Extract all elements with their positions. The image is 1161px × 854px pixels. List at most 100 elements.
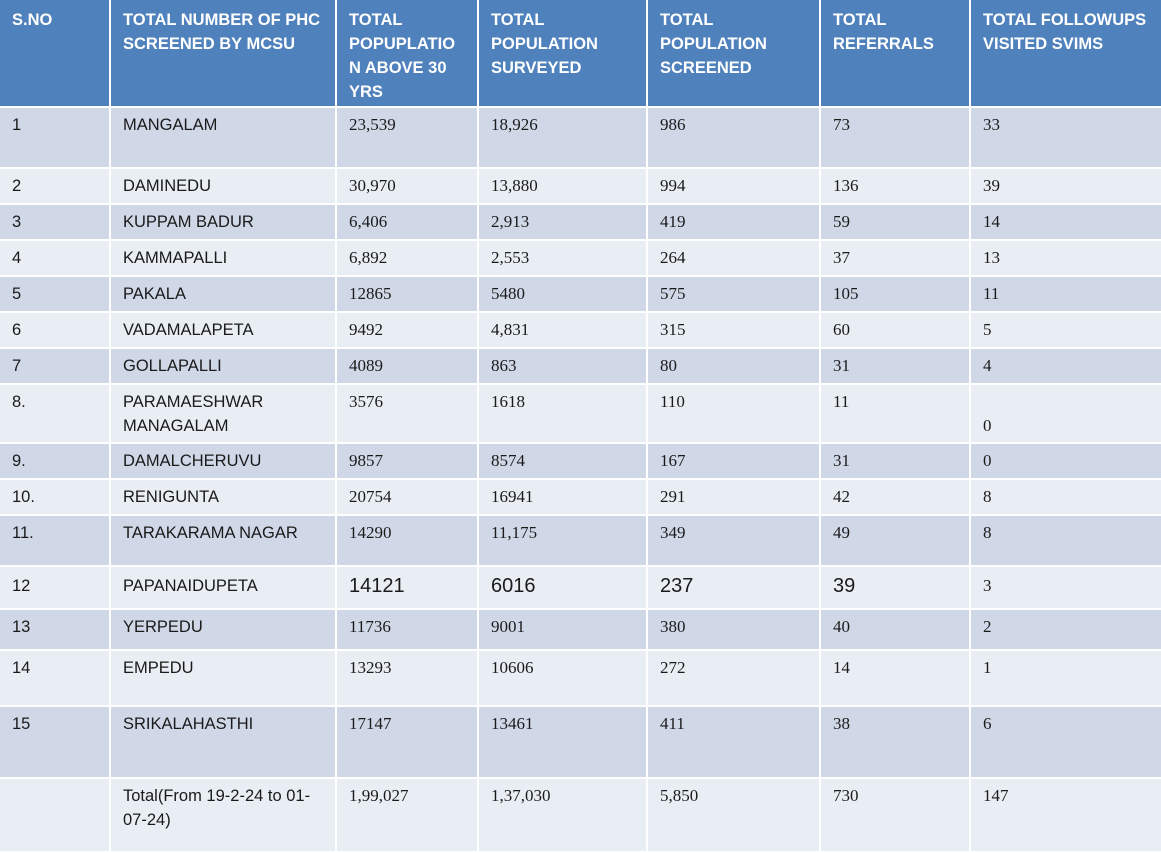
- cell-above-30: 9492: [337, 313, 479, 349]
- cell-followups: 6: [971, 707, 1161, 779]
- total-screened: 5,850: [648, 779, 821, 853]
- cell-screened: 315: [648, 313, 821, 349]
- cell-screened: 291: [648, 480, 821, 516]
- cell-screened: 994: [648, 169, 821, 205]
- cell-phc: PAPANAIDUPETA: [111, 567, 337, 610]
- table-row: 9. DAMALCHERUVU 9857 8574 167 31 0: [0, 444, 1161, 480]
- cell-sno: 15: [0, 707, 111, 779]
- cell-sno: 12: [0, 567, 111, 610]
- cell-sno: 10.: [0, 480, 111, 516]
- cell-screened: 411: [648, 707, 821, 779]
- cell-referrals: 60: [821, 313, 971, 349]
- header-population-surveyed: TOTAL POPULATION SURVEYED: [479, 0, 648, 108]
- cell-screened: 380: [648, 610, 821, 651]
- cell-phc: GOLLAPALLI: [111, 349, 337, 385]
- cell-referrals: 105: [821, 277, 971, 313]
- cell-screened: 272: [648, 651, 821, 707]
- cell-above-30: 6,406: [337, 205, 479, 241]
- cell-phc: PAKALA: [111, 277, 337, 313]
- table-row: 8. PARAMAESHWAR MANAGALAM 3576 1618 110 …: [0, 385, 1161, 444]
- cell-surveyed: 13,880: [479, 169, 648, 205]
- cell-followups: 11: [971, 277, 1161, 313]
- table-row: 5 PAKALA 12865 5480 575 105 11: [0, 277, 1161, 313]
- cell-phc: TARAKARAMA NAGAR: [111, 516, 337, 567]
- table-row: 13 YERPEDU 11736 9001 380 40 2: [0, 610, 1161, 651]
- cell-above-30: 13293: [337, 651, 479, 707]
- cell-above-30: 11736: [337, 610, 479, 651]
- cell-surveyed: 5480: [479, 277, 648, 313]
- cell-sno: 11.: [0, 516, 111, 567]
- cell-followups: 4: [971, 349, 1161, 385]
- cell-above-30: 6,892: [337, 241, 479, 277]
- cell-screened: 986: [648, 108, 821, 169]
- total-referrals: 730: [821, 779, 971, 853]
- cell-followups: 14: [971, 205, 1161, 241]
- cell-sno: [0, 779, 111, 853]
- cell-above-30: 20754: [337, 480, 479, 516]
- cell-referrals: 37: [821, 241, 971, 277]
- cell-followups: 8: [971, 516, 1161, 567]
- cell-screened: 349: [648, 516, 821, 567]
- cell-screened: 110: [648, 385, 821, 444]
- cell-sno: 9.: [0, 444, 111, 480]
- cell-referrals: 39: [821, 567, 971, 610]
- cell-surveyed: 2,553: [479, 241, 648, 277]
- cell-referrals: 73: [821, 108, 971, 169]
- cell-sno: 3: [0, 205, 111, 241]
- cell-above-30: 9857: [337, 444, 479, 480]
- total-label: Total(From 19-2-24 to 01-07-24): [111, 779, 337, 853]
- header-sno: S.NO: [0, 0, 111, 108]
- cell-phc: KUPPAM BADUR: [111, 205, 337, 241]
- cell-sno: 13: [0, 610, 111, 651]
- cell-followups: 2: [971, 610, 1161, 651]
- cell-followups: 1: [971, 651, 1161, 707]
- cell-surveyed: 2,913: [479, 205, 648, 241]
- cell-sno: 6: [0, 313, 111, 349]
- cell-referrals: 42: [821, 480, 971, 516]
- cell-referrals: 136: [821, 169, 971, 205]
- header-phc: TOTAL NUMBER OF PHC SCREENED BY MCSU: [111, 0, 337, 108]
- cell-referrals: 40: [821, 610, 971, 651]
- cell-surveyed: 8574: [479, 444, 648, 480]
- cell-phc: RENIGUNTA: [111, 480, 337, 516]
- cell-screened: 264: [648, 241, 821, 277]
- cell-sno: 1: [0, 108, 111, 169]
- cell-phc: DAMINEDU: [111, 169, 337, 205]
- table-row: 6 VADAMALAPETA 9492 4,831 315 60 5: [0, 313, 1161, 349]
- cell-followups: 0: [971, 385, 1161, 444]
- cell-phc: YERPEDU: [111, 610, 337, 651]
- table-row: 1 MANGALAM 23,539 18,926 986 73 33: [0, 108, 1161, 169]
- cell-surveyed: 6016: [479, 567, 648, 610]
- cell-followups: 13: [971, 241, 1161, 277]
- cell-sno: 4: [0, 241, 111, 277]
- table-row: 15 SRIKALAHASTHI 17147 13461 411 38 6: [0, 707, 1161, 779]
- table-row: 2 DAMINEDU 30,970 13,880 994 136 39: [0, 169, 1161, 205]
- cell-above-30: 14290: [337, 516, 479, 567]
- cell-phc: EMPEDU: [111, 651, 337, 707]
- cell-above-30: 4089: [337, 349, 479, 385]
- header-followups: TOTAL FOLLOWUPS VISITED SVIMS: [971, 0, 1161, 108]
- header-referrals: TOTAL REFERRALS: [821, 0, 971, 108]
- cell-followups: 33: [971, 108, 1161, 169]
- table-row: 14 EMPEDU 13293 10606 272 14 1: [0, 651, 1161, 707]
- cell-followups: 39: [971, 169, 1161, 205]
- cell-sno: 5: [0, 277, 111, 313]
- cell-above-30: 23,539: [337, 108, 479, 169]
- cell-screened: 80: [648, 349, 821, 385]
- cell-screened: 167: [648, 444, 821, 480]
- cell-screened: 237: [648, 567, 821, 610]
- cell-sno: 8.: [0, 385, 111, 444]
- cell-screened: 419: [648, 205, 821, 241]
- table-row: 11. TARAKARAMA NAGAR 14290 11,175 349 49…: [0, 516, 1161, 567]
- table-row: 3 KUPPAM BADUR 6,406 2,913 419 59 14: [0, 205, 1161, 241]
- cell-referrals: 14: [821, 651, 971, 707]
- cell-surveyed: 18,926: [479, 108, 648, 169]
- cell-surveyed: 13461: [479, 707, 648, 779]
- cell-referrals: 31: [821, 444, 971, 480]
- cell-above-30: 17147: [337, 707, 479, 779]
- table-row: 10. RENIGUNTA 20754 16941 291 42 8: [0, 480, 1161, 516]
- total-surveyed: 1,37,030: [479, 779, 648, 853]
- header-population-screened: TOTAL POPULATION SCREENED: [648, 0, 821, 108]
- header-row: S.NO TOTAL NUMBER OF PHC SCREENED BY MCS…: [0, 0, 1161, 108]
